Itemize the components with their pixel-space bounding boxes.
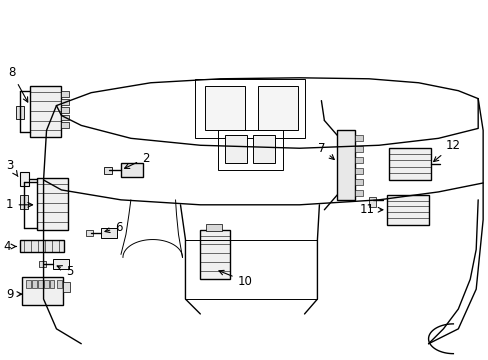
Bar	[200, 230, 230, 279]
Bar	[354, 179, 362, 185]
Bar	[386, 195, 427, 225]
Bar	[43, 280, 48, 288]
Bar	[16, 105, 24, 120]
Bar	[218, 130, 282, 170]
Bar	[20, 195, 28, 209]
Bar	[21, 277, 63, 305]
Bar	[195, 79, 304, 138]
Bar	[38, 280, 42, 288]
Bar	[354, 157, 362, 163]
Bar	[101, 228, 117, 238]
Text: 5: 5	[57, 265, 73, 278]
Bar	[121, 163, 142, 177]
Bar	[61, 114, 69, 121]
Text: 10: 10	[219, 270, 252, 288]
Bar	[49, 280, 54, 288]
Text: 2: 2	[124, 152, 149, 168]
Bar	[53, 260, 69, 269]
Text: 4: 4	[3, 240, 16, 253]
Bar	[252, 135, 274, 163]
Text: 6: 6	[105, 221, 122, 234]
Bar	[257, 86, 297, 130]
Text: 1: 1	[6, 198, 33, 211]
Bar	[206, 224, 222, 231]
Bar	[61, 99, 69, 105]
Bar	[20, 172, 29, 186]
Bar	[37, 178, 68, 230]
Bar	[354, 168, 362, 174]
Bar	[32, 280, 37, 288]
Bar	[104, 167, 112, 174]
Bar	[354, 146, 362, 152]
Bar	[61, 122, 69, 129]
Text: 11: 11	[359, 203, 382, 216]
Bar	[337, 130, 354, 200]
Text: 8: 8	[8, 66, 28, 102]
Bar	[354, 190, 362, 196]
Text: 12: 12	[433, 139, 460, 162]
Bar	[57, 280, 62, 288]
Bar	[30, 86, 61, 137]
Bar	[39, 261, 45, 267]
Bar	[388, 148, 429, 180]
Bar	[86, 230, 93, 235]
Text: 9: 9	[6, 288, 21, 301]
Text: 7: 7	[317, 142, 334, 159]
Bar	[224, 135, 246, 163]
Bar	[61, 91, 69, 96]
Bar	[368, 197, 375, 207]
Bar	[205, 86, 244, 130]
Bar	[63, 282, 70, 292]
Bar	[61, 107, 69, 113]
Bar	[26, 280, 31, 288]
Text: 3: 3	[6, 159, 18, 176]
Bar	[354, 135, 362, 141]
Bar	[20, 239, 64, 252]
